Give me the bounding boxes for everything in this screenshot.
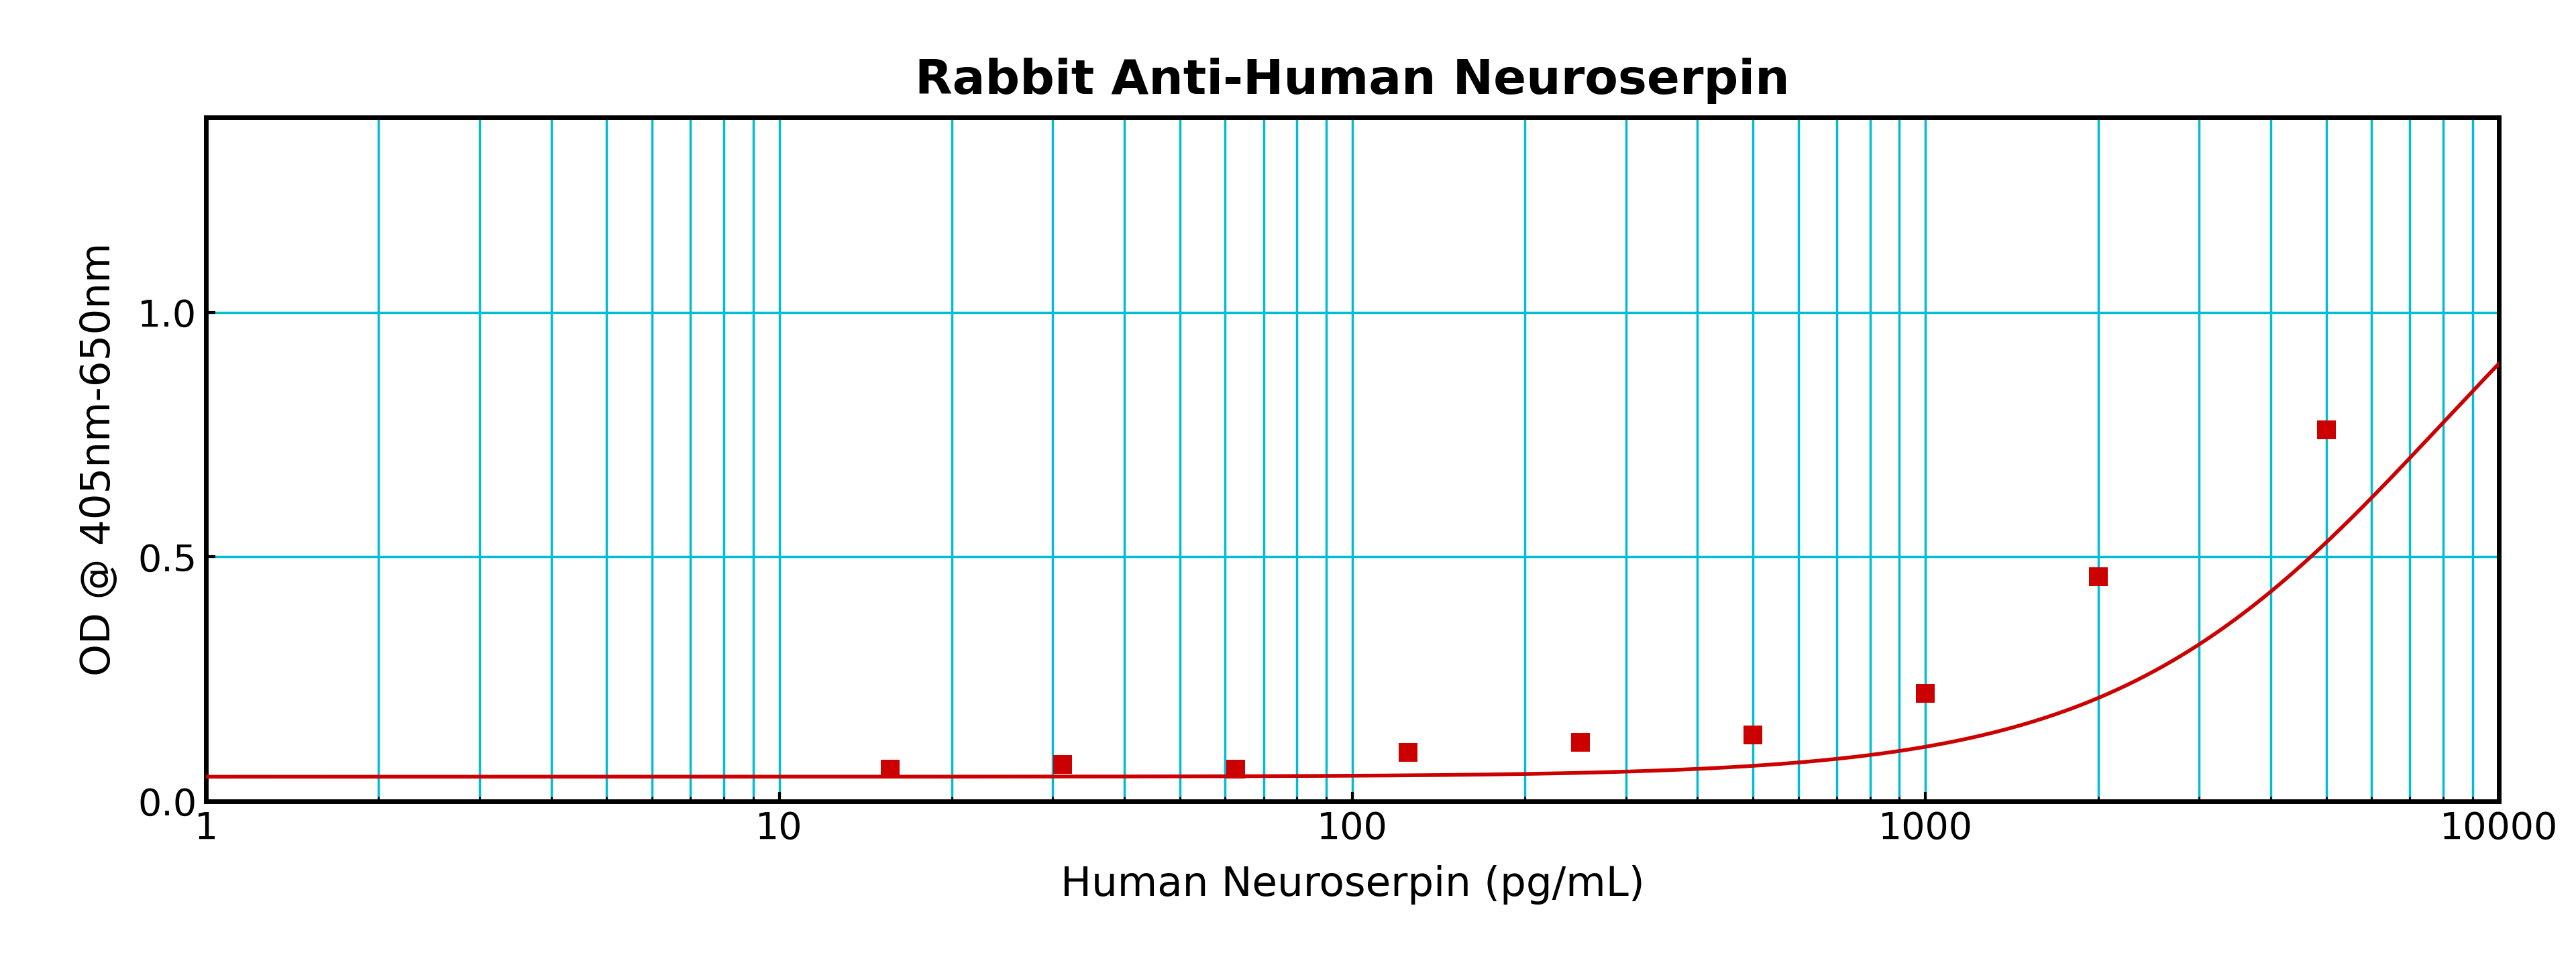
X-axis label: Human Neuroserpin (pg/mL): Human Neuroserpin (pg/mL) [1061,866,1643,905]
Y-axis label: OD @ 405nm-650nm: OD @ 405nm-650nm [80,242,118,676]
Title: Rabbit Anti-Human Neuroserpin: Rabbit Anti-Human Neuroserpin [914,58,1790,104]
